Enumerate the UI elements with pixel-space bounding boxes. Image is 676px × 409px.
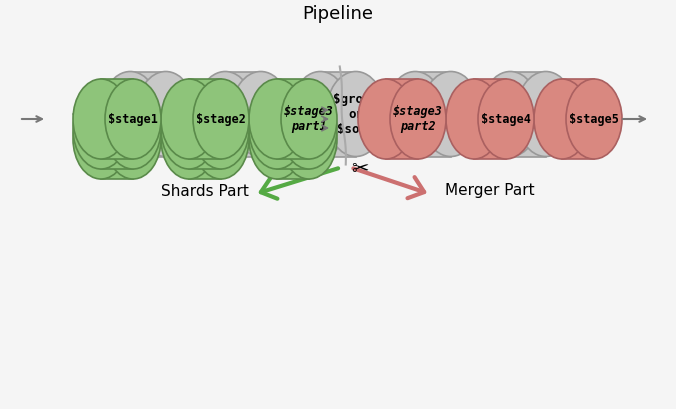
FancyArrowPatch shape xyxy=(261,169,338,199)
Ellipse shape xyxy=(193,89,249,169)
Ellipse shape xyxy=(481,72,540,157)
Ellipse shape xyxy=(326,72,385,157)
Bar xyxy=(189,89,221,169)
Text: $stage4: $stage4 xyxy=(481,112,531,126)
Ellipse shape xyxy=(390,79,446,159)
Ellipse shape xyxy=(534,79,590,159)
Bar xyxy=(415,72,451,157)
Ellipse shape xyxy=(446,79,502,159)
Text: Shards Part: Shards Part xyxy=(161,184,249,198)
Ellipse shape xyxy=(161,89,217,169)
Text: $stage2: $stage2 xyxy=(235,108,287,121)
Ellipse shape xyxy=(281,99,337,179)
Bar xyxy=(386,79,418,159)
Ellipse shape xyxy=(105,89,161,169)
Ellipse shape xyxy=(421,72,481,157)
Ellipse shape xyxy=(73,79,129,159)
Text: $stage4: $stage4 xyxy=(425,108,477,121)
Text: Merger Part: Merger Part xyxy=(445,184,535,198)
FancyArrowPatch shape xyxy=(354,169,425,198)
Ellipse shape xyxy=(249,79,305,159)
Ellipse shape xyxy=(385,72,445,157)
Ellipse shape xyxy=(249,89,305,169)
Text: $stage5: $stage5 xyxy=(569,112,619,126)
Text: ✂: ✂ xyxy=(351,160,368,180)
Ellipse shape xyxy=(73,89,129,169)
Ellipse shape xyxy=(358,79,414,159)
Ellipse shape xyxy=(281,79,337,159)
Ellipse shape xyxy=(249,99,305,179)
Ellipse shape xyxy=(73,99,129,179)
Text: $stage3
part1: $stage3 part1 xyxy=(284,105,334,133)
Text: Pipeline: Pipeline xyxy=(302,5,374,23)
Bar xyxy=(510,72,546,157)
Ellipse shape xyxy=(478,79,534,159)
Ellipse shape xyxy=(161,79,217,159)
Ellipse shape xyxy=(195,72,255,157)
Bar xyxy=(101,89,133,169)
Bar xyxy=(474,79,506,159)
Ellipse shape xyxy=(566,79,622,159)
Ellipse shape xyxy=(105,99,161,179)
Ellipse shape xyxy=(193,99,249,179)
Bar xyxy=(130,72,166,157)
Text: $stage2: $stage2 xyxy=(196,112,246,126)
Bar xyxy=(277,89,309,169)
Text: $group
or
$sort: $group or $sort xyxy=(333,92,379,135)
Bar xyxy=(101,99,133,179)
Bar xyxy=(101,79,133,159)
Bar xyxy=(189,99,221,179)
Ellipse shape xyxy=(281,89,337,169)
Text: $stage5: $stage5 xyxy=(519,108,572,121)
Bar xyxy=(320,72,356,157)
Bar xyxy=(277,99,309,179)
Bar xyxy=(562,79,594,159)
Ellipse shape xyxy=(161,99,217,179)
Text: $stage1: $stage1 xyxy=(139,108,192,121)
Ellipse shape xyxy=(101,72,160,157)
Ellipse shape xyxy=(231,72,291,157)
Text: $stage1: $stage1 xyxy=(108,112,158,126)
Ellipse shape xyxy=(291,72,350,157)
Ellipse shape xyxy=(105,79,161,159)
Ellipse shape xyxy=(193,79,249,159)
Ellipse shape xyxy=(516,72,575,157)
Ellipse shape xyxy=(136,72,195,157)
Bar xyxy=(189,79,221,159)
Bar xyxy=(225,72,261,157)
Text: $stage3
part2: $stage3 part2 xyxy=(393,105,443,133)
Bar xyxy=(277,79,309,159)
